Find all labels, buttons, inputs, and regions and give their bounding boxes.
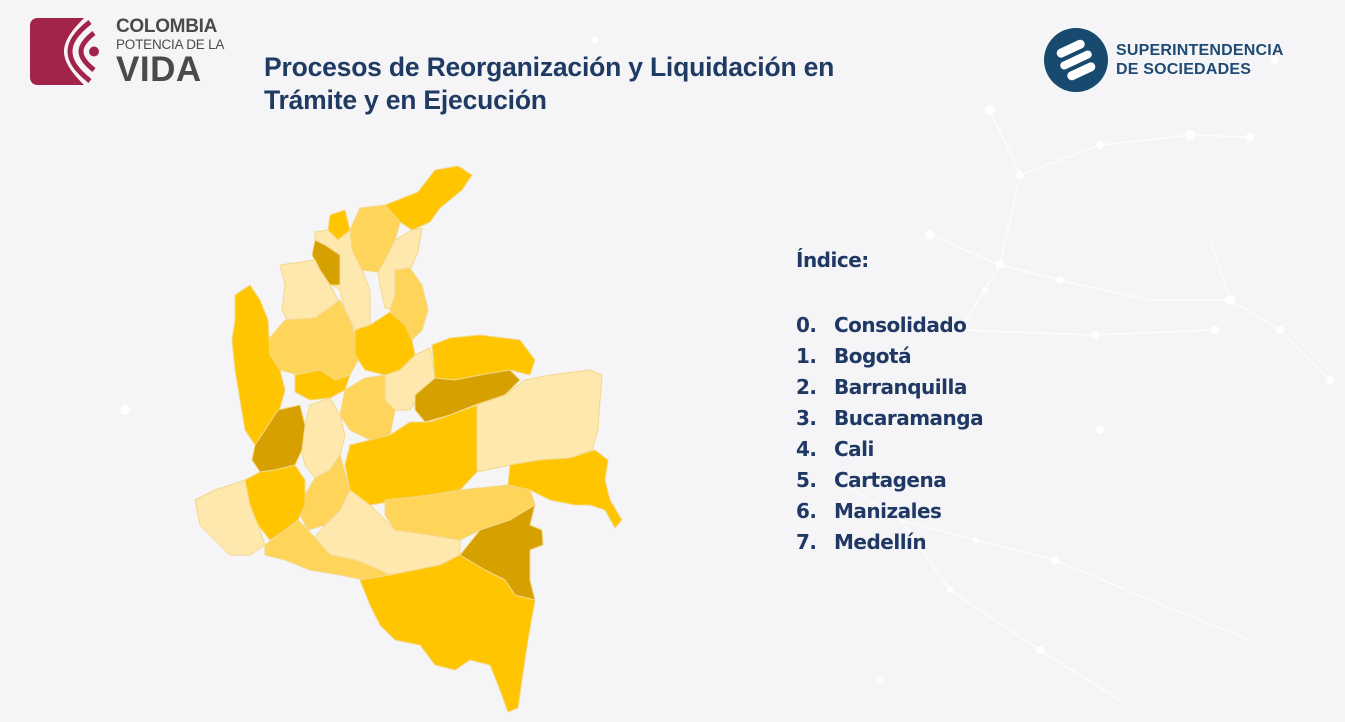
colombia-signal-icon	[30, 18, 99, 86]
region-guainia	[507, 449, 623, 529]
index-item-cali: 4. Cali	[796, 437, 874, 461]
logo-potencia-text: POTENCIA DE LA	[116, 37, 225, 52]
index-heading: Índice:	[796, 248, 869, 272]
logo-colombia-text: COLOMBIA	[116, 16, 218, 37]
region-amazonas	[359, 554, 536, 713]
index-item-bucaramanga: 3. Bucaramanga	[796, 406, 984, 430]
index-item-barranquilla: 2. Barranquilla	[796, 375, 967, 399]
supersociedades-emblem-icon	[1044, 28, 1108, 92]
page-title: Procesos de Reorganización y Liquidación…	[264, 51, 834, 117]
region-antioquia	[267, 299, 359, 381]
index-panel: Índice: 0. Consolidado 1. Bogotá 2. Barranq…	[796, 248, 984, 558]
logo-de-sociedades-text: DE SOCIEDADES	[1116, 61, 1252, 78]
logo-vida-text: VIDA	[116, 49, 202, 89]
colombia-choropleth-map	[194, 165, 623, 713]
region-sucre	[311, 239, 341, 286]
logo-superintendencia-text: SUPERINTENDENCIA	[1116, 42, 1284, 59]
index-item-manizales: 6. Manizales	[796, 499, 942, 523]
region-cundinamarca	[339, 374, 396, 441]
index-item-bogota: 1. Bogotá	[796, 344, 912, 368]
index-item-medellin: 7. Medellín	[796, 530, 927, 554]
index-item-consolidado: 0. Consolidado	[796, 313, 967, 337]
region-narino	[194, 479, 266, 556]
page-title-line-2: Trámite y en Ejecución	[264, 85, 547, 115]
region-arauca	[431, 334, 536, 381]
superintendencia-de-sociedades-logo: SUPERINTENDENCIA DE SOCIEDADES	[1044, 28, 1284, 92]
index-item-cartagena: 5. Cartagena	[796, 468, 947, 492]
colombia-potencia-de-la-vida-logo: COLOMBIA POTENCIA DE LA VIDA	[30, 17, 224, 87]
region-la-guajira	[384, 165, 473, 231]
index-list: 0. Consolidado 1. Bogotá 2. Barranquilla 3.…	[796, 310, 984, 558]
region-casanare	[414, 369, 521, 423]
region-putumayo	[264, 519, 391, 581]
page-title-line-1: Procesos de Reorganización y Liquidación…	[264, 52, 835, 82]
